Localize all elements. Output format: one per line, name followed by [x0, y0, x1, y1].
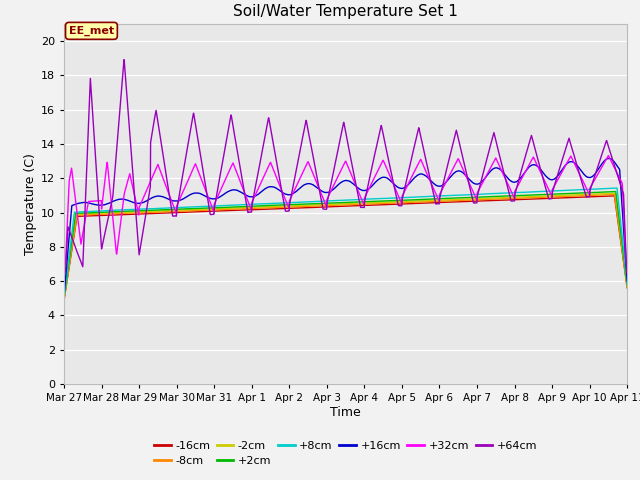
+16cm	[589, 173, 597, 179]
+64cm	[589, 178, 597, 183]
+64cm	[574, 165, 582, 171]
+16cm	[623, 278, 631, 284]
+2cm	[573, 190, 581, 196]
+8cm	[509, 190, 517, 195]
+64cm	[509, 198, 517, 204]
+2cm	[60, 296, 68, 301]
+2cm	[374, 198, 382, 204]
-2cm	[573, 192, 581, 198]
+2cm	[217, 204, 225, 210]
-2cm	[509, 194, 517, 200]
-8cm	[611, 192, 618, 197]
+16cm	[605, 156, 612, 161]
+32cm	[589, 180, 597, 186]
+8cm	[60, 295, 68, 301]
+8cm	[589, 186, 597, 192]
+2cm	[623, 283, 631, 288]
-2cm	[362, 200, 370, 206]
Line: +2cm: +2cm	[64, 192, 627, 299]
-8cm	[623, 284, 631, 290]
-2cm	[623, 284, 631, 289]
Line: -16cm: -16cm	[64, 196, 627, 300]
-8cm	[217, 207, 225, 213]
Legend: -16cm, -8cm, -2cm, +2cm, +8cm, +16cm, +32cm, +64cm: -16cm, -8cm, -2cm, +2cm, +8cm, +16cm, +3…	[150, 436, 541, 471]
+64cm	[120, 57, 128, 62]
+8cm	[623, 281, 631, 287]
+8cm	[613, 185, 621, 191]
+8cm	[374, 196, 382, 202]
-8cm	[573, 193, 581, 199]
-16cm	[611, 193, 618, 199]
-2cm	[612, 191, 620, 196]
Line: +16cm: +16cm	[64, 158, 627, 296]
+16cm	[217, 193, 225, 199]
X-axis label: Time: Time	[330, 406, 361, 419]
-16cm	[509, 197, 517, 203]
-16cm	[60, 298, 68, 303]
+32cm	[217, 186, 225, 192]
Text: EE_met: EE_met	[69, 26, 114, 36]
-2cm	[589, 191, 597, 197]
Line: -8cm: -8cm	[64, 194, 627, 300]
Line: +8cm: +8cm	[64, 188, 627, 298]
-16cm	[623, 285, 631, 291]
-8cm	[362, 201, 370, 207]
+32cm	[605, 153, 612, 158]
+2cm	[612, 189, 620, 194]
+64cm	[218, 166, 225, 172]
+8cm	[573, 187, 581, 193]
+16cm	[362, 187, 370, 193]
+32cm	[374, 168, 382, 173]
-8cm	[60, 297, 68, 302]
-8cm	[374, 201, 382, 206]
+32cm	[623, 261, 631, 267]
+8cm	[217, 203, 225, 209]
-2cm	[217, 206, 225, 212]
-16cm	[573, 194, 581, 200]
-8cm	[589, 192, 597, 198]
-16cm	[589, 194, 597, 200]
Line: -2cm: -2cm	[64, 193, 627, 299]
+2cm	[589, 190, 597, 195]
+64cm	[623, 270, 631, 276]
+2cm	[509, 193, 517, 199]
+32cm	[362, 192, 370, 198]
-16cm	[217, 208, 225, 214]
-16cm	[374, 202, 382, 208]
+64cm	[362, 192, 370, 197]
+32cm	[509, 193, 517, 199]
+64cm	[374, 135, 382, 141]
+2cm	[362, 199, 370, 204]
-8cm	[509, 195, 517, 201]
+32cm	[60, 261, 68, 267]
+32cm	[573, 167, 581, 172]
Line: +32cm: +32cm	[64, 156, 627, 264]
Y-axis label: Temperature (C): Temperature (C)	[24, 153, 36, 255]
+16cm	[573, 163, 581, 168]
+16cm	[60, 293, 68, 299]
-2cm	[374, 200, 382, 205]
-16cm	[362, 203, 370, 208]
+8cm	[362, 196, 370, 202]
+16cm	[509, 179, 517, 185]
-2cm	[60, 296, 68, 302]
Line: +64cm: +64cm	[64, 60, 627, 273]
Title: Soil/Water Temperature Set 1: Soil/Water Temperature Set 1	[233, 4, 458, 19]
+64cm	[60, 270, 68, 276]
+16cm	[374, 177, 382, 182]
